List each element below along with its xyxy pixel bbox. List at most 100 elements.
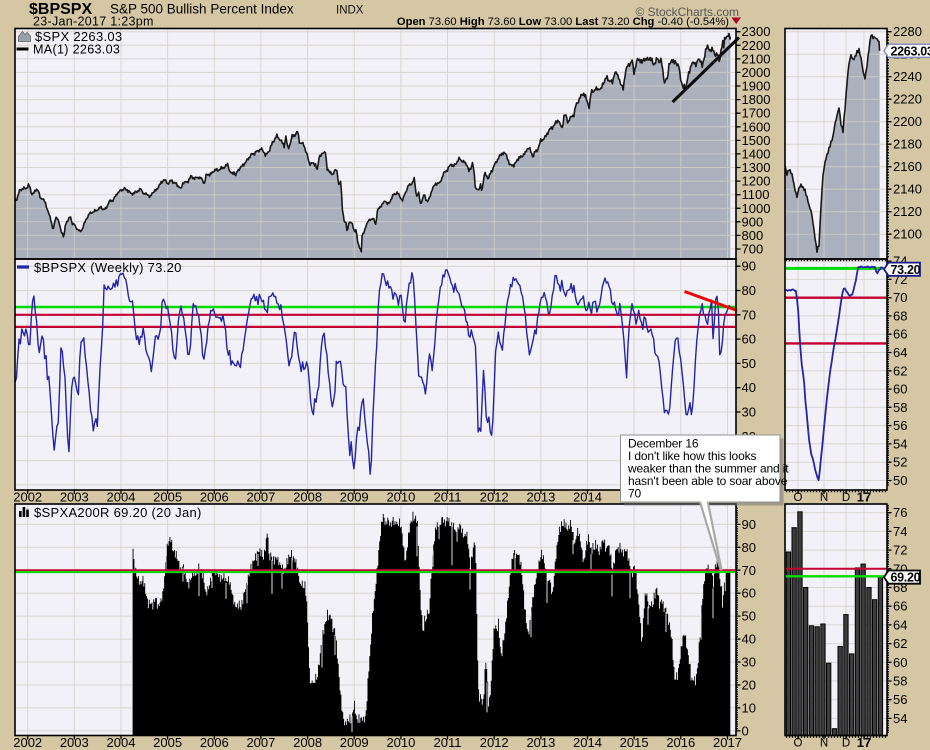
svg-text:1100: 1100 — [742, 187, 770, 202]
svg-text:60: 60 — [742, 332, 756, 347]
svg-text:74: 74 — [893, 524, 907, 539]
svg-text:2008: 2008 — [293, 735, 322, 750]
svg-text:54: 54 — [893, 711, 907, 726]
svg-text:2004: 2004 — [107, 490, 136, 505]
svg-text:2003: 2003 — [60, 735, 89, 750]
svg-text:20: 20 — [742, 678, 756, 693]
svg-text:2120: 2120 — [893, 204, 922, 219]
svg-text:2200: 2200 — [893, 114, 922, 129]
svg-text:2160: 2160 — [893, 159, 922, 174]
svg-text:60: 60 — [893, 382, 907, 397]
svg-text:80: 80 — [742, 540, 756, 555]
svg-text:73.20: 73.20 — [891, 263, 921, 277]
svg-text:2180: 2180 — [893, 137, 922, 152]
svg-text:70: 70 — [893, 290, 907, 305]
svg-text:2014: 2014 — [573, 735, 602, 750]
svg-text:30: 30 — [742, 405, 756, 420]
svg-text:D: D — [842, 738, 850, 750]
svg-text:2010: 2010 — [386, 490, 415, 505]
svg-text:2009: 2009 — [340, 735, 369, 750]
svg-text:2012: 2012 — [480, 490, 509, 505]
svg-text:1300: 1300 — [742, 160, 771, 175]
svg-text:1900: 1900 — [742, 79, 771, 94]
svg-text:© StockCharts.com: © StockCharts.com — [635, 5, 739, 19]
svg-text:2017: 2017 — [713, 735, 742, 750]
svg-text:62: 62 — [893, 636, 907, 651]
svg-text:2005: 2005 — [153, 490, 182, 505]
svg-text:2011: 2011 — [434, 735, 462, 750]
svg-text:December 16: December 16 — [628, 437, 699, 451]
svg-text:2010: 2010 — [386, 735, 415, 750]
svg-text:58: 58 — [893, 400, 907, 415]
svg-text:1000: 1000 — [742, 201, 771, 216]
svg-text:40: 40 — [742, 632, 756, 647]
svg-text:60: 60 — [742, 586, 756, 601]
svg-text:$SPX 2263.03: $SPX 2263.03 — [35, 29, 122, 44]
svg-text:N: N — [820, 738, 828, 750]
svg-text:54: 54 — [893, 436, 907, 451]
svg-text:17: 17 — [857, 490, 871, 505]
svg-text:MA(1) 2263.03: MA(1) 2263.03 — [33, 43, 120, 57]
svg-text:800: 800 — [742, 228, 764, 243]
svg-text:900: 900 — [742, 214, 764, 229]
svg-text:D: D — [842, 492, 850, 504]
svg-text:2002: 2002 — [13, 735, 42, 750]
svg-text:O: O — [794, 492, 803, 504]
svg-text:60: 60 — [893, 655, 907, 670]
svg-text:2009: 2009 — [340, 490, 369, 505]
svg-text:2016: 2016 — [666, 735, 695, 750]
svg-text:64: 64 — [893, 617, 907, 632]
svg-text:2011: 2011 — [434, 490, 462, 505]
svg-text:1600: 1600 — [742, 119, 771, 134]
svg-text:56: 56 — [893, 418, 907, 433]
svg-text:1500: 1500 — [742, 133, 771, 148]
svg-text:2015: 2015 — [620, 735, 649, 750]
svg-text:2100: 2100 — [893, 227, 922, 242]
svg-text:2220: 2220 — [893, 92, 922, 107]
svg-text:1800: 1800 — [742, 92, 771, 107]
svg-text:10: 10 — [742, 700, 756, 715]
svg-text:70: 70 — [628, 486, 642, 500]
svg-text:2013: 2013 — [526, 735, 555, 750]
svg-text:50: 50 — [893, 473, 907, 488]
svg-text:64: 64 — [893, 345, 907, 360]
svg-text:90: 90 — [742, 517, 756, 532]
svg-text:1700: 1700 — [742, 106, 771, 121]
svg-text:66: 66 — [893, 327, 907, 342]
svg-text:Open 73.60 High 73.60 Low 73.0: Open 73.60 High 73.60 Low 73.00 Last 73.… — [397, 16, 729, 28]
svg-text:30: 30 — [742, 655, 756, 670]
svg-text:2012: 2012 — [480, 735, 509, 750]
svg-text:2006: 2006 — [200, 735, 229, 750]
svg-text:23-Jan-2017 1:23pm: 23-Jan-2017 1:23pm — [33, 15, 154, 29]
svg-text:N: N — [820, 492, 828, 504]
svg-text:2008: 2008 — [293, 490, 322, 505]
svg-text:80: 80 — [742, 283, 756, 298]
svg-text:2263.03: 2263.03 — [891, 44, 930, 58]
svg-text:2140: 2140 — [893, 182, 922, 197]
svg-text:68: 68 — [893, 308, 907, 323]
svg-text:52: 52 — [893, 455, 907, 470]
svg-text:2004: 2004 — [107, 735, 136, 750]
svg-text:50: 50 — [742, 356, 756, 371]
svg-text:2003: 2003 — [60, 490, 89, 505]
svg-text:hasn't been able to soar above: hasn't been able to soar above — [628, 474, 788, 488]
svg-text:2007: 2007 — [246, 735, 275, 750]
svg-text:62: 62 — [893, 363, 907, 378]
svg-text:2002: 2002 — [13, 490, 42, 505]
svg-text:0: 0 — [742, 723, 749, 738]
svg-text:69.20: 69.20 — [891, 571, 921, 585]
svg-text:2013: 2013 — [526, 490, 555, 505]
svg-text:weaker than the summer and it: weaker than the summer and it — [627, 461, 789, 475]
svg-text:1400: 1400 — [742, 146, 771, 161]
svg-text:$BPSPX (Weekly) 73.20: $BPSPX (Weekly) 73.20 — [34, 260, 182, 275]
svg-text:2280: 2280 — [893, 24, 922, 39]
svg-text:50: 50 — [742, 609, 756, 624]
svg-text:70: 70 — [742, 563, 756, 578]
svg-text:70: 70 — [742, 307, 756, 322]
svg-text:2300: 2300 — [742, 24, 771, 39]
svg-text:I don't like how this looks: I don't like how this looks — [628, 449, 756, 463]
svg-text:2240: 2240 — [893, 69, 922, 84]
svg-text:700: 700 — [742, 242, 764, 257]
svg-text:56: 56 — [893, 692, 907, 707]
svg-text:90: 90 — [742, 259, 756, 274]
